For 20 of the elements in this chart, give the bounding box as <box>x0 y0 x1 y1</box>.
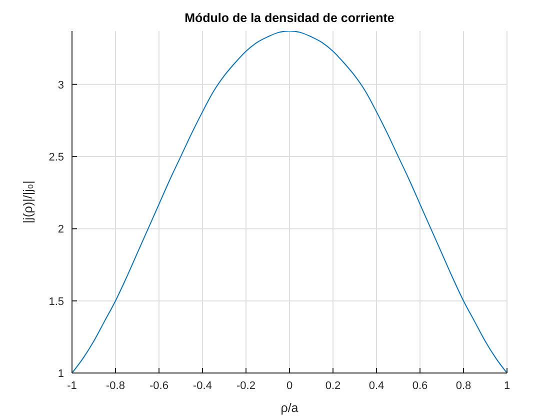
y-tick-label: 1.5 <box>48 296 64 308</box>
x-tick-label: 1 <box>504 380 510 392</box>
x-tick-label: -0.8 <box>106 380 125 392</box>
x-tick-label: -1 <box>67 380 77 392</box>
x-tick-label: -0.6 <box>150 380 168 392</box>
y-tick-label: 1 <box>58 368 64 380</box>
x-tick-label: -0.2 <box>236 380 256 392</box>
y-tick-label: 2.5 <box>48 151 64 164</box>
y-tick-label: 3 <box>58 79 64 92</box>
x-axis-title: ρ/a <box>280 401 298 415</box>
chart-title: Módulo de la densidad de corriente <box>184 11 396 26</box>
x-tick-label: 0.4 <box>368 380 384 392</box>
x-tick-label: 0.6 <box>412 380 428 392</box>
x-tick-label: 0 <box>286 380 293 392</box>
x-tick-label: 0.2 <box>325 380 341 392</box>
y-axis-title: |j(ρ)|/|j₀| <box>21 180 35 224</box>
y-tick-label: 2 <box>58 224 64 236</box>
line-series <box>72 31 507 373</box>
x-tick-label: -0.4 <box>193 380 212 392</box>
x-tick-label: 0.8 <box>456 380 472 392</box>
